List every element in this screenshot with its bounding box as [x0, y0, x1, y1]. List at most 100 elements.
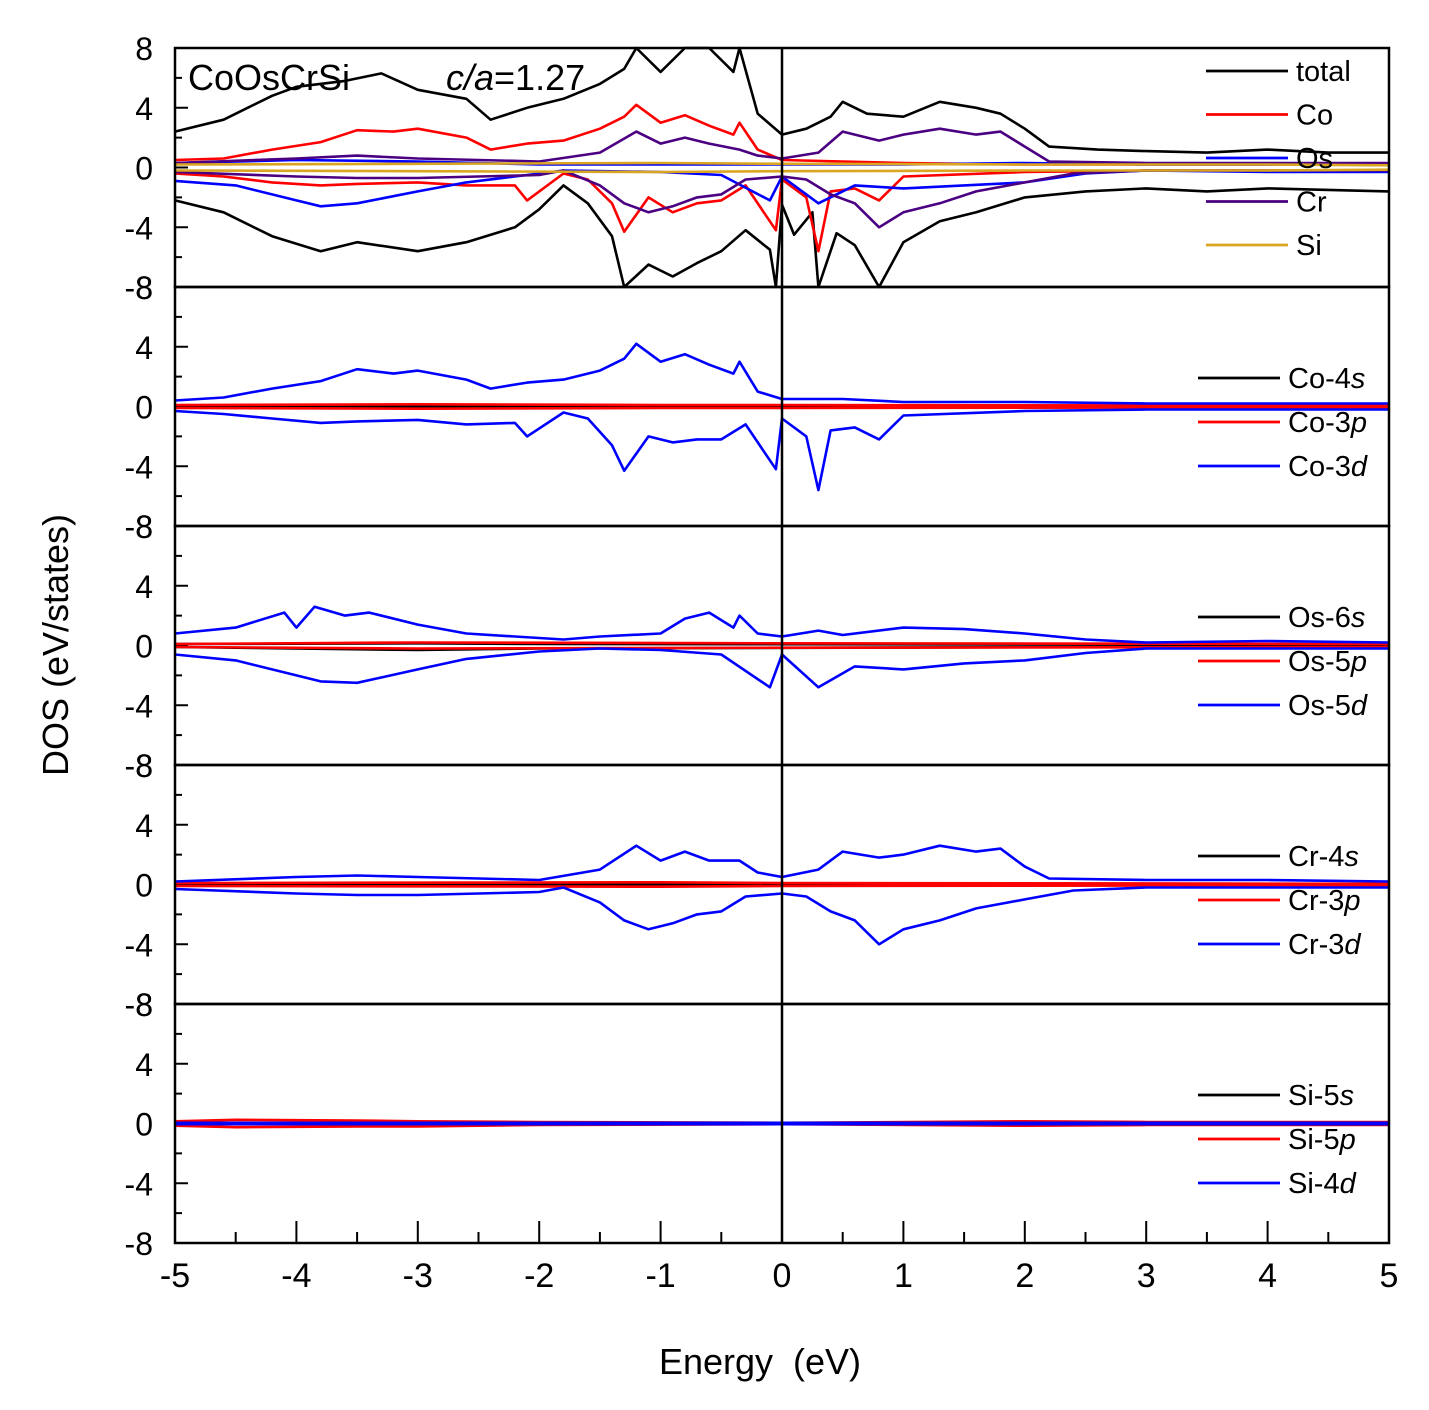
- y-tick-label: -4: [125, 1166, 153, 1202]
- series-line-cr-3d-down: [174, 886, 1389, 946]
- y-tick-label: 4: [135, 91, 153, 127]
- y-tick-label: -8: [125, 1226, 153, 1262]
- legend-label-text: Cr-4: [1288, 841, 1344, 873]
- y-tick-label: -8: [125, 509, 153, 545]
- legend-label-text: Cr-3: [1288, 929, 1344, 961]
- legend-label-italic: p: [1350, 407, 1367, 439]
- x-tick-label: 2: [1015, 1257, 1034, 1295]
- legend-label-italic: p: [1339, 1124, 1356, 1156]
- series-line-cr-3p-up: [174, 881, 1390, 886]
- legend-label-italic: s: [1344, 841, 1359, 873]
- legend-label-text: Co-3: [1288, 407, 1351, 439]
- y-tick-label: -4: [125, 449, 153, 485]
- panel-3: 8 4 0 -4 -8 Os-6s Os-5p Os-5d: [125, 509, 1391, 784]
- y-tick-label: -4: [125, 927, 153, 963]
- series-line-os-5d-up: [174, 605, 1390, 644]
- y-tick-label: -8: [125, 270, 153, 306]
- legend-label-italic: p: [1343, 885, 1360, 917]
- legend-label: Os-5p: [1288, 646, 1367, 678]
- legend-label-text: Os: [1296, 143, 1333, 175]
- series-line-co-3d-up: [174, 342, 1389, 405]
- ratio-variable: c/a: [446, 57, 494, 98]
- legend-label-text: Co-4: [1288, 363, 1351, 395]
- legend-label-italic: d: [1351, 690, 1368, 722]
- legend-label-italic: p: [1350, 646, 1367, 678]
- y-tick-label: 4: [135, 569, 153, 605]
- legend-label: Cr-4s: [1288, 841, 1359, 873]
- legend-label: Co-4s: [1288, 363, 1365, 395]
- y-tick-label: -8: [125, 748, 153, 784]
- y-tick-label: 8: [135, 509, 153, 545]
- x-tick-label: 5: [1380, 1257, 1399, 1295]
- legend-label: Co-3d: [1288, 451, 1368, 483]
- legend-label-text: Os-6: [1288, 602, 1351, 634]
- legend: Os-6s Os-5p Os-5d: [1198, 602, 1368, 722]
- y-tick-label: 0: [135, 390, 153, 426]
- legend-label-text: Cr: [1296, 187, 1327, 219]
- y-tick-label: 4: [135, 1047, 153, 1083]
- y-tick-label: -8: [125, 987, 153, 1023]
- legend: total Co Os Cr Si: [1206, 56, 1351, 262]
- y-tick-label: -4: [125, 688, 153, 724]
- legend-label: Os-6s: [1288, 602, 1365, 634]
- legend-label: total: [1296, 56, 1351, 88]
- series-line-co-up: [174, 103, 1389, 166]
- x-tick-label: -4: [281, 1257, 311, 1295]
- legend-label: Cr-3d: [1288, 929, 1361, 961]
- y-tick-label: -4: [125, 210, 153, 246]
- legend-label-italic: s: [1351, 602, 1366, 634]
- series-line-co-3p-down: [174, 405, 1390, 410]
- y-tick-label: 8: [135, 270, 153, 306]
- legend-label: Si-5s: [1288, 1080, 1354, 1112]
- legend-label: Si: [1296, 230, 1322, 262]
- series-line-total-down: [174, 184, 1390, 289]
- series-line-co-3p-up: [174, 403, 1390, 408]
- composition-annotation: CoOsCrSi c/a=1.27: [188, 57, 585, 98]
- series-line-co-3d-down: [174, 408, 1389, 492]
- series-line-os-5d-down: [174, 647, 1389, 689]
- series-line-co-down: [174, 169, 1389, 253]
- y-tick-label: 4: [135, 808, 153, 844]
- series-line-os-5p-up: [174, 641, 1390, 646]
- y-tick-label: 0: [135, 868, 153, 904]
- y-tick-label: 0: [135, 1107, 153, 1143]
- legend-label: Co: [1296, 100, 1333, 132]
- legend-label-text: Co-3: [1288, 451, 1351, 483]
- legend-label-text: Co: [1296, 100, 1333, 132]
- x-tick-label: -1: [645, 1257, 675, 1295]
- x-tick-label: 0: [773, 1257, 792, 1295]
- x-tick-label: 4: [1258, 1257, 1277, 1295]
- legend-label-italic: s: [1351, 363, 1366, 395]
- legend-label: Cr-3p: [1288, 885, 1361, 917]
- legend-label-text: Cr-3: [1288, 885, 1344, 917]
- x-tick-label: 1: [894, 1257, 913, 1295]
- legend-label-italic: d: [1340, 1168, 1357, 1200]
- legend-label-text: Si-5: [1288, 1124, 1340, 1156]
- legend-label-text: Si-5: [1288, 1080, 1340, 1112]
- legend-label-text: Si-4: [1288, 1168, 1340, 1200]
- legend-label: Cr: [1296, 187, 1327, 219]
- x-tick-label: -2: [524, 1257, 554, 1295]
- series-line-cr-3p-down: [174, 883, 1390, 888]
- legend-label: Si-5p: [1288, 1124, 1356, 1156]
- legend-label-text: Si: [1296, 230, 1322, 262]
- y-tick-label: 4: [135, 330, 153, 366]
- legend-label: Si-4d: [1288, 1168, 1357, 1200]
- y-tick-label: 8: [135, 31, 153, 67]
- ratio-value: =1.27: [494, 57, 585, 98]
- compound-name: CoOsCrSi: [188, 57, 350, 98]
- y-tick-label: 0: [135, 629, 153, 665]
- legend-label-italic: s: [1340, 1080, 1355, 1112]
- legend-label: Os: [1296, 143, 1333, 175]
- y-tick-label: 0: [135, 151, 153, 187]
- legend-label-text: Os-5: [1288, 690, 1351, 722]
